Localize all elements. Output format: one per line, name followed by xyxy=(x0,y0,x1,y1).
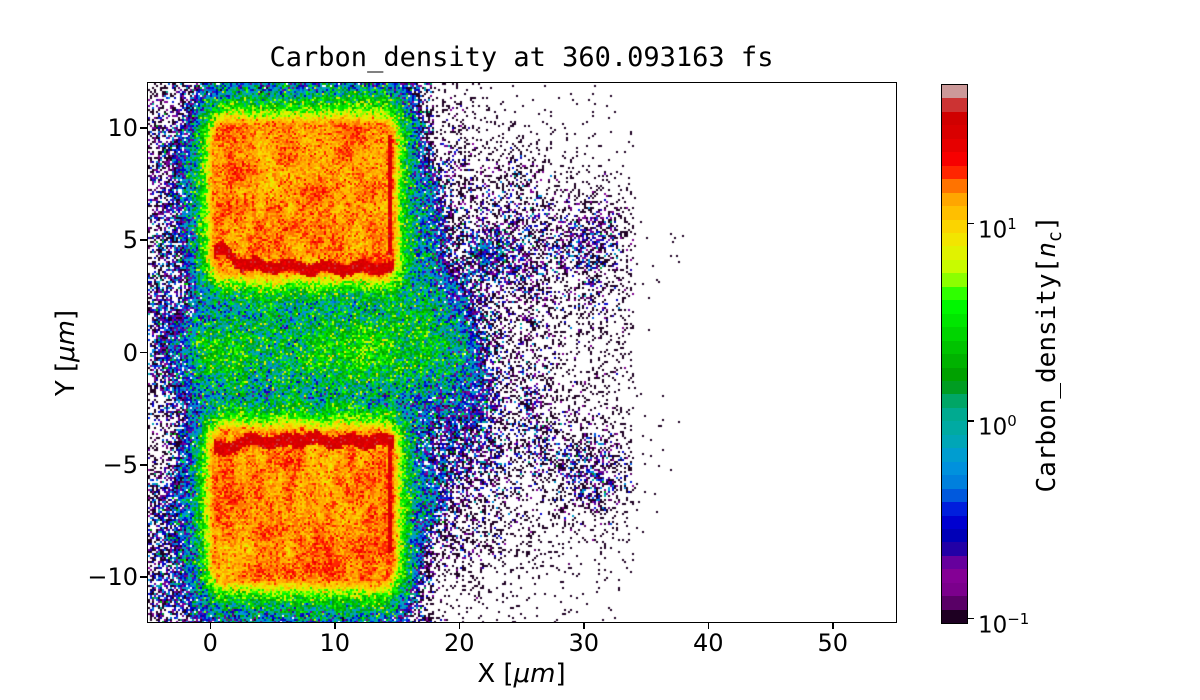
density-heatmap-canvas xyxy=(148,83,895,622)
y-tick-label: 5 xyxy=(122,226,138,255)
y-tick-mark xyxy=(140,351,147,354)
colorbar-segment xyxy=(942,448,967,462)
colorbar-segment xyxy=(942,555,967,570)
colorbar-tick-mark xyxy=(968,222,974,225)
colorbar-segment xyxy=(942,232,967,247)
x-tick-label: 0 xyxy=(202,629,218,657)
colorbar-segment xyxy=(942,502,967,516)
colorbar-segment xyxy=(942,259,967,274)
colorbar-segment xyxy=(942,488,967,503)
colorbar-segment xyxy=(942,407,967,422)
colorbar-label: Carbon_density[nc] xyxy=(1032,215,1067,493)
colorbar-tick-mark xyxy=(968,420,974,422)
colorbar-segment xyxy=(942,596,967,610)
colorbar-segment xyxy=(942,515,967,529)
colorbar-segment xyxy=(942,394,967,408)
colorbar-segment xyxy=(942,152,967,166)
x-tick-label: 20 xyxy=(443,629,475,657)
colorbar-segment xyxy=(942,313,967,328)
colorbar-tick-label: 100 xyxy=(978,412,1017,441)
x-tick-mark xyxy=(583,623,585,629)
colorbar-segment xyxy=(942,327,967,341)
colorbar-segment xyxy=(942,542,967,556)
colorbar-segment xyxy=(942,111,967,126)
colorbar-segment xyxy=(942,138,967,153)
y-tick-mark xyxy=(140,576,147,578)
colorbar-segment xyxy=(942,179,967,193)
colorbar-segment xyxy=(942,354,967,368)
y-tick-mark xyxy=(140,127,147,129)
y-tick-mark xyxy=(140,464,147,466)
y-tick-label: 0 xyxy=(122,338,138,367)
colorbar-segment xyxy=(942,85,967,99)
x-tick-mark xyxy=(458,623,460,629)
colorbar-segment xyxy=(942,367,967,381)
colorbar-segment xyxy=(942,300,967,314)
colorbar-tick-label: 101 xyxy=(978,214,1017,244)
y-tick-mark xyxy=(140,239,147,241)
x-axis-label: X [μm] xyxy=(477,659,566,689)
colorbar-segment xyxy=(942,461,967,476)
x-tick-label: 10 xyxy=(319,629,351,657)
colorbar-segment xyxy=(942,434,967,449)
colorbar xyxy=(941,84,968,624)
y-tick-label: −10 xyxy=(87,563,138,592)
colorbar-segment xyxy=(942,582,967,597)
colorbar-segment xyxy=(942,421,967,435)
y-tick-label: −5 xyxy=(102,450,138,479)
colorbar-segment xyxy=(942,609,967,624)
colorbar-segment xyxy=(942,528,967,543)
x-tick-label: 30 xyxy=(568,629,600,657)
colorbar-tick-mark xyxy=(968,617,974,620)
colorbar-segment xyxy=(942,192,967,207)
colorbar-segment xyxy=(942,569,967,583)
x-tick-label: 40 xyxy=(692,629,724,657)
y-axis-label: Y [μm] xyxy=(51,309,81,397)
colorbar-segment xyxy=(942,125,967,139)
x-tick-mark xyxy=(832,623,834,629)
colorbar-segment xyxy=(942,475,967,489)
colorbar-segment xyxy=(942,246,967,260)
colorbar-segment xyxy=(942,206,967,220)
x-tick-mark xyxy=(334,623,336,629)
axes-frame xyxy=(147,82,897,623)
colorbar-segment xyxy=(942,273,967,287)
x-tick-mark xyxy=(707,623,709,629)
colorbar-segment xyxy=(942,380,967,395)
colorbar-segment xyxy=(942,98,967,112)
plot-title: Carbon_density at 360.093163 fs xyxy=(269,42,774,73)
y-tick-label: 10 xyxy=(107,113,138,142)
x-tick-mark xyxy=(209,623,211,629)
colorbar-segment xyxy=(942,286,967,301)
colorbar-segment xyxy=(942,219,967,233)
colorbar-segment xyxy=(942,340,967,355)
colorbar-segment xyxy=(942,165,967,180)
x-tick-label: 50 xyxy=(817,629,849,657)
colorbar-tick-label: 10−1 xyxy=(978,609,1030,639)
